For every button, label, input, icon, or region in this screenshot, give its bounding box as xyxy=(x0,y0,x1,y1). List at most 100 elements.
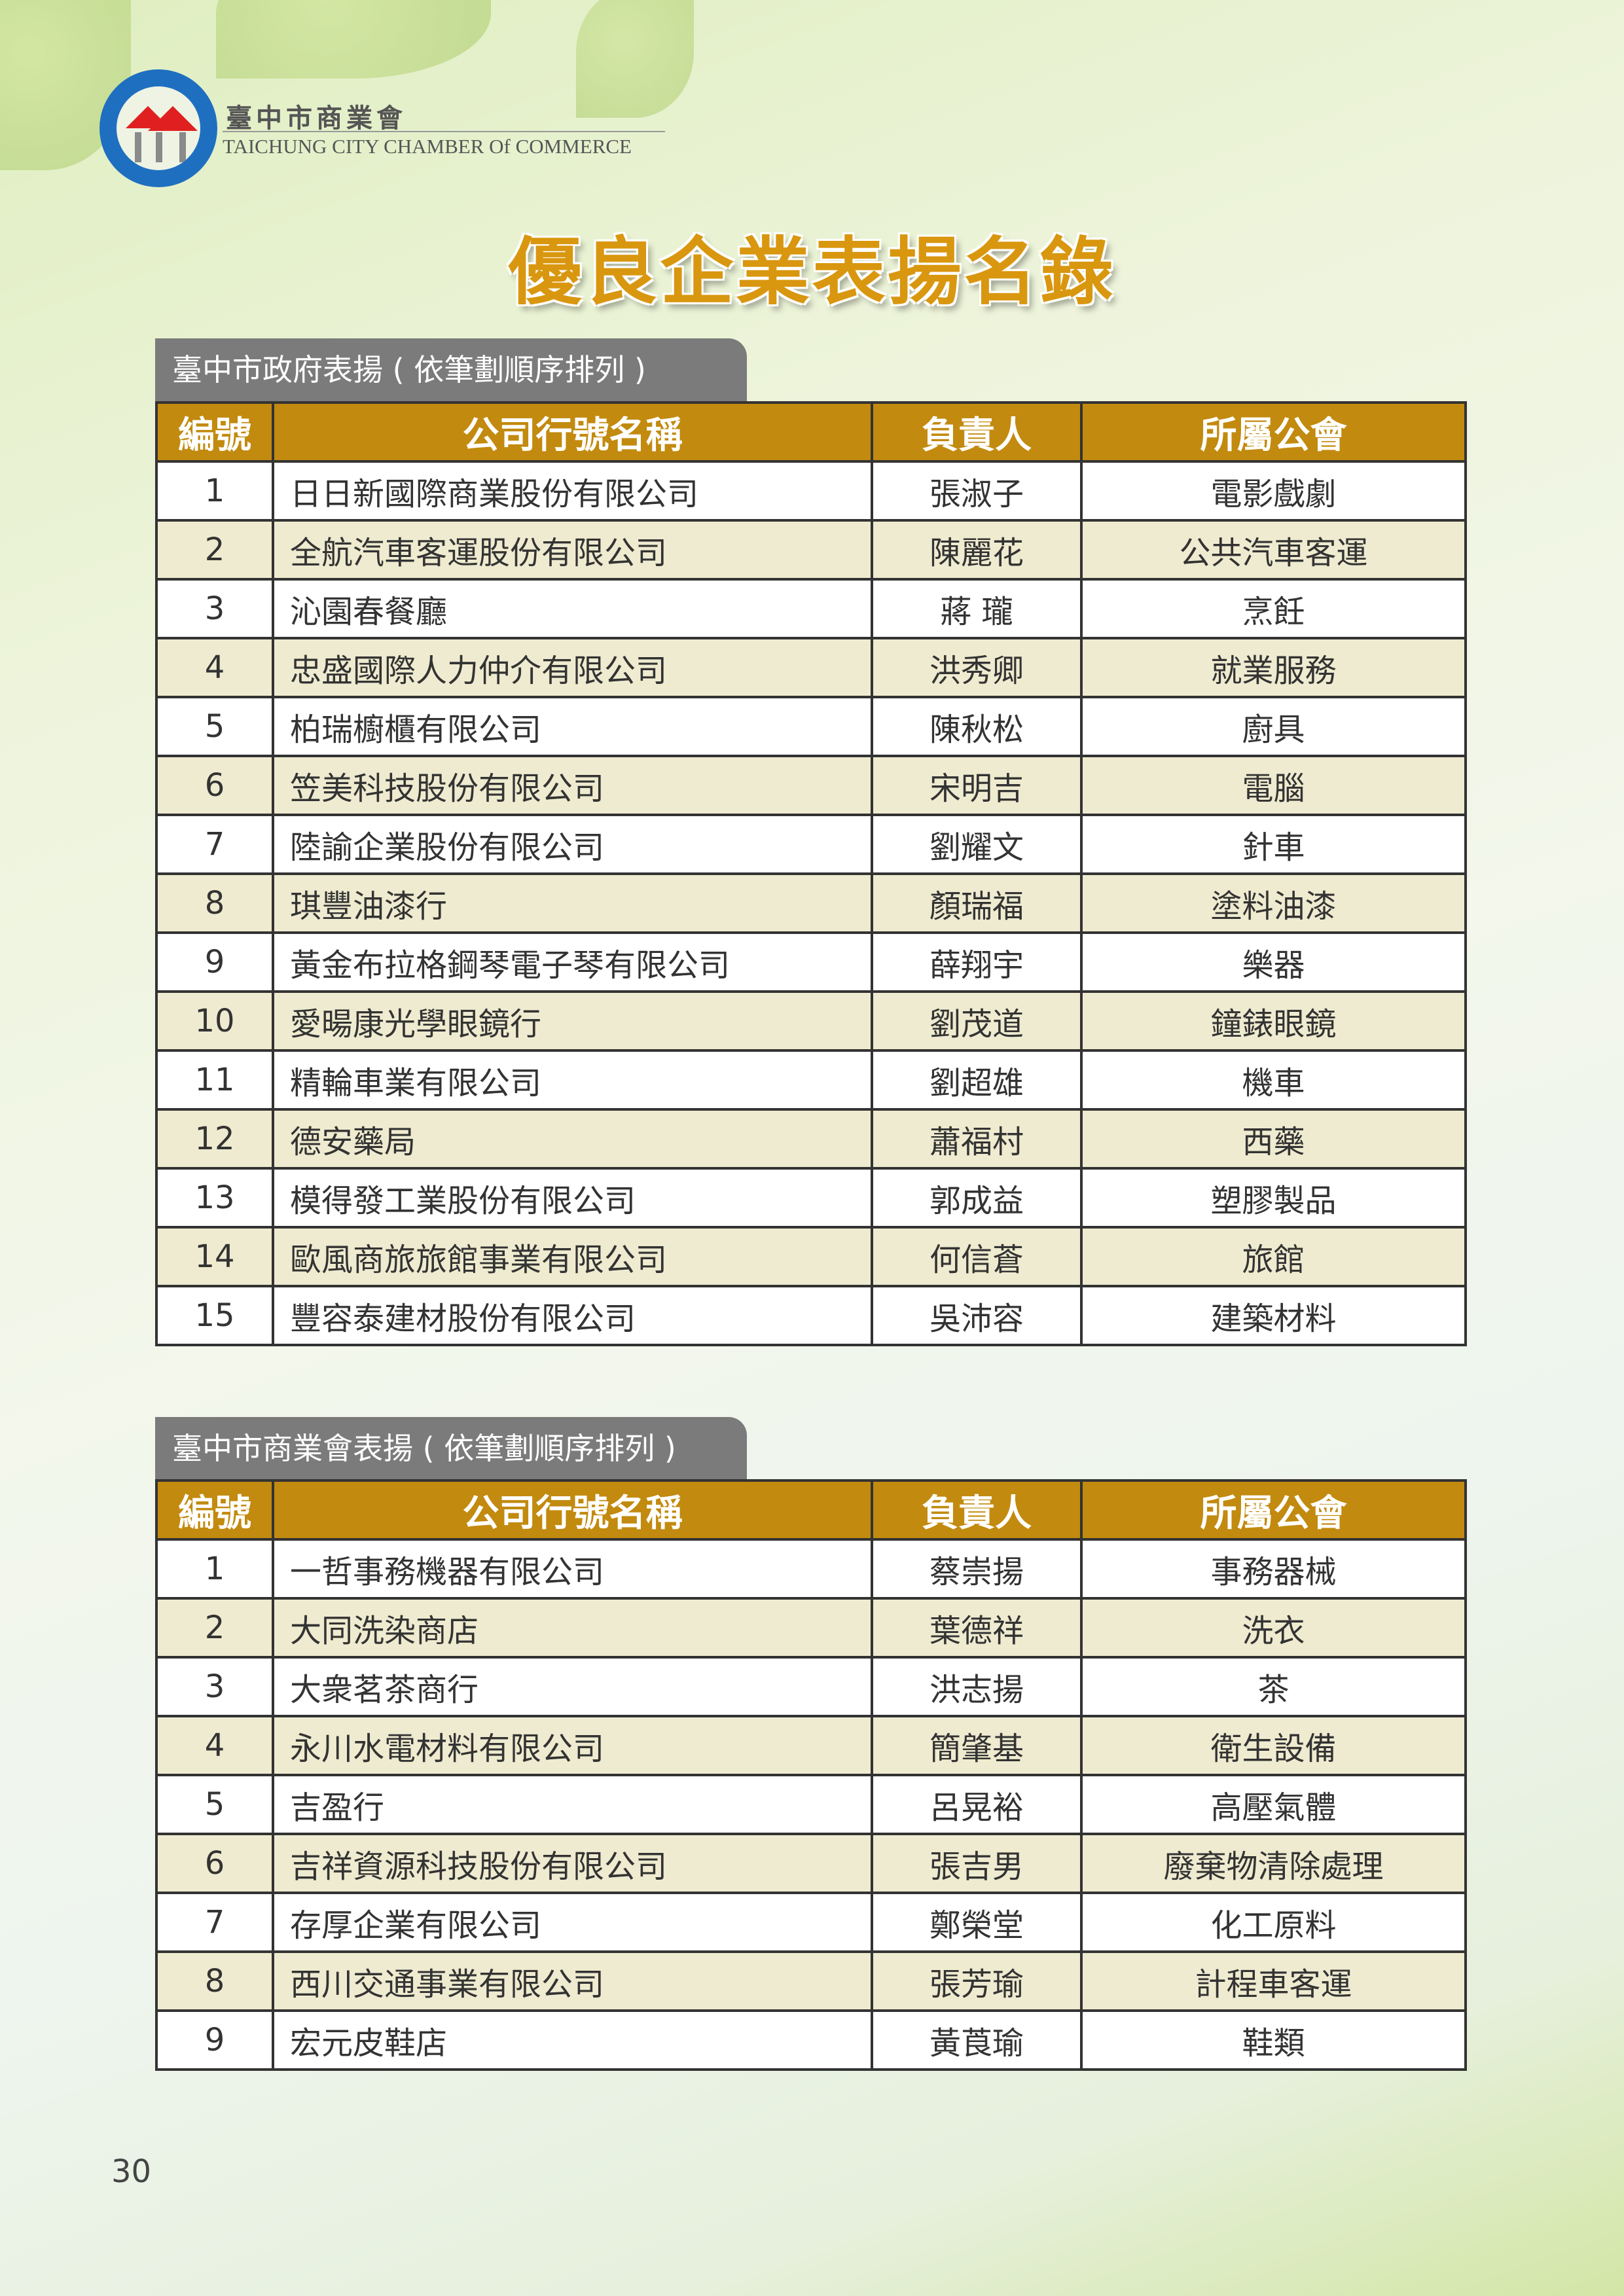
column-company-name-header: 公司行號名稱 xyxy=(272,1479,873,1541)
table-row: 12 德安藥局 蕭福村 西藥 xyxy=(155,1108,1467,1170)
table-row: 7 存厚企業有限公司 鄭榮堂 化工原料 xyxy=(155,1892,1467,1953)
column-number-cell: 12 xyxy=(155,1108,274,1170)
column-number-cell: 14 xyxy=(155,1226,274,1287)
column-number-header: 編號 xyxy=(155,401,274,463)
table-row: 8 琪豐油漆行 顏瑞福 塗料油漆 xyxy=(155,872,1467,934)
column-owner-cell: 呂晃裕 xyxy=(871,1774,1083,1835)
column-company-name-cell: 豐容泰建材股份有限公司 xyxy=(272,1285,873,1346)
column-guild-cell: 樂器 xyxy=(1080,931,1467,993)
column-owner-cell: 張芳瑜 xyxy=(871,1950,1083,2012)
column-guild-cell: 機車 xyxy=(1080,1049,1467,1111)
awards-table-government: 編號 公司行號名稱 負責人 所屬公會 1 日日新國際商業股份有限公司 張淑子 電影戲劇 2 全航汽… xyxy=(155,401,1467,1346)
column-owner-cell: 劉茂道 xyxy=(871,990,1083,1052)
column-number-cell: 9 xyxy=(155,2009,274,2071)
column-number-cell: 3 xyxy=(155,578,274,639)
org-name-cn: 臺中市商業會 xyxy=(226,103,406,134)
column-number-cell: 8 xyxy=(155,872,274,934)
table-row: 8 西川交通事業有限公司 張芳瑜 計程車客運 xyxy=(155,1950,1467,2012)
table-header-row: 編號 公司行號名稱 負責人 所屬公會 xyxy=(155,401,1467,463)
column-owner-cell: 黃莨瑜 xyxy=(871,2009,1083,2071)
column-owner-cell: 陳秋松 xyxy=(871,696,1083,757)
column-guild-cell: 茶 xyxy=(1080,1656,1467,1717)
column-company-name-cell: 笠美科技股份有限公司 xyxy=(272,755,873,816)
column-owner-header: 負責人 xyxy=(871,1479,1083,1541)
table-header-row: 編號 公司行號名稱 負責人 所屬公會 xyxy=(155,1479,1467,1541)
table-row: 2 全航汽車客運股份有限公司 陳麗花 公共汽車客運 xyxy=(155,519,1467,581)
column-number-cell: 5 xyxy=(155,696,274,757)
column-company-name-cell: 黃金布拉格鋼琴電子琴有限公司 xyxy=(272,931,873,993)
org-name-en: TAICHUNG CITY CHAMBER Of COMMERCE xyxy=(223,135,632,158)
column-company-name-cell: 愛暘康光學眼鏡行 xyxy=(272,990,873,1052)
column-guild-cell: 化工原料 xyxy=(1080,1892,1467,1953)
column-number-cell: 4 xyxy=(155,1715,274,1776)
leaf-decoration xyxy=(576,0,694,118)
column-guild-cell: 電影戲劇 xyxy=(1080,460,1467,522)
column-owner-cell: 洪志揚 xyxy=(871,1656,1083,1717)
table-row: 1 日日新國際商業股份有限公司 張淑子 電影戲劇 xyxy=(155,460,1467,522)
table-row: 6 吉祥資源科技股份有限公司 張吉男 廢棄物清除處理 xyxy=(155,1833,1467,1894)
section-tab-government: 臺中市政府表揚 ( 依筆劃順序排列 ) xyxy=(155,338,747,401)
column-owner-cell: 蔡崇揚 xyxy=(871,1538,1083,1600)
column-company-name-cell: 永川水電材料有限公司 xyxy=(272,1715,873,1776)
column-guild-cell: 計程車客運 xyxy=(1080,1950,1467,2012)
page-title: 優良企業表揚名錄 xyxy=(508,230,1116,315)
column-company-name-cell: 歐風商旅旅館事業有限公司 xyxy=(272,1226,873,1287)
column-guild-cell: 鐘錶眼鏡 xyxy=(1080,990,1467,1052)
column-guild-header: 所屬公會 xyxy=(1080,401,1467,463)
column-company-name-cell: 陸諭企業股份有限公司 xyxy=(272,814,873,875)
column-company-name-cell: 忠盛國際人力仲介有限公司 xyxy=(272,637,873,698)
column-guild-cell: 高壓氣體 xyxy=(1080,1774,1467,1835)
divider xyxy=(223,131,665,132)
column-number-cell: 8 xyxy=(155,1950,274,2012)
column-guild-cell: 針車 xyxy=(1080,814,1467,875)
leaf-decoration xyxy=(216,0,491,79)
table-row: 10 愛暘康光學眼鏡行 劉茂道 鐘錶眼鏡 xyxy=(155,990,1467,1052)
table-row: 11 精輪車業有限公司 劉超雄 機車 xyxy=(155,1049,1467,1111)
column-guild-cell: 廚具 xyxy=(1080,696,1467,757)
column-company-name-cell: 全航汽車客運股份有限公司 xyxy=(272,519,873,581)
column-company-name-cell: 一哲事務機器有限公司 xyxy=(272,1538,873,1600)
page-number: 30 xyxy=(111,2153,152,2190)
column-company-name-cell: 大衆茗茶商行 xyxy=(272,1656,873,1717)
column-company-name-header: 公司行號名稱 xyxy=(272,401,873,463)
column-number-cell: 1 xyxy=(155,460,274,522)
column-company-name-cell: 沁園春餐廳 xyxy=(272,578,873,639)
column-number-cell: 2 xyxy=(155,1597,274,1659)
awards-table-chamber: 編號 公司行號名稱 負責人 所屬公會 1 一哲事務機器有限公司 蔡崇揚 事務器械 2 大同洗染商店… xyxy=(155,1479,1467,2071)
column-number-cell: 9 xyxy=(155,931,274,993)
column-guild-cell: 廢棄物清除處理 xyxy=(1080,1833,1467,1894)
column-owner-header: 負責人 xyxy=(871,401,1083,463)
column-number-cell: 1 xyxy=(155,1538,274,1600)
column-owner-cell: 宋明吉 xyxy=(871,755,1083,816)
column-owner-cell: 葉德祥 xyxy=(871,1597,1083,1659)
table-row: 3 大衆茗茶商行 洪志揚茶 xyxy=(155,1656,1467,1717)
table-row: 6 笠美科技股份有限公司 宋明吉 電腦 xyxy=(155,755,1467,816)
column-company-name-cell: 德安藥局 xyxy=(272,1108,873,1170)
table-row: 5 吉盈行 呂晃裕 高壓氣體 xyxy=(155,1774,1467,1835)
column-owner-cell: 蔣 瓏 xyxy=(871,578,1083,639)
column-guild-cell: 塑膠製品 xyxy=(1080,1167,1467,1229)
column-owner-cell: 何信蒼 xyxy=(871,1226,1083,1287)
column-number-cell: 15 xyxy=(155,1285,274,1346)
column-owner-cell: 郭成益 xyxy=(871,1167,1083,1229)
column-guild-cell: 建築材料 xyxy=(1080,1285,1467,1346)
column-guild-cell: 洗衣 xyxy=(1080,1597,1467,1659)
column-owner-cell: 張淑子 xyxy=(871,460,1083,522)
table-row: 9 宏元皮鞋店 黃莨瑜 鞋類 xyxy=(155,2009,1467,2071)
column-owner-cell: 吳沛容 xyxy=(871,1285,1083,1346)
column-guild-cell: 鞋類 xyxy=(1080,2009,1467,2071)
column-company-name-cell: 存厚企業有限公司 xyxy=(272,1892,873,1953)
column-owner-cell: 劉耀文 xyxy=(871,814,1083,875)
column-guild-cell: 烹飪 xyxy=(1080,578,1467,639)
table-row: 7 陸諭企業股份有限公司 劉耀文 針車 xyxy=(155,814,1467,875)
table-row: 4 永川水電材料有限公司 簡肇基 衛生設備 xyxy=(155,1715,1467,1776)
table-row: 5 柏瑞櫥櫃有限公司 陳秋松 廚具 xyxy=(155,696,1467,757)
column-company-name-cell: 西川交通事業有限公司 xyxy=(272,1950,873,2012)
column-company-name-cell: 日日新國際商業股份有限公司 xyxy=(272,460,873,522)
table-row: 4 忠盛國際人力仲介有限公司 洪秀卿 就業服務 xyxy=(155,637,1467,698)
column-owner-cell: 簡肇基 xyxy=(871,1715,1083,1776)
column-number-cell: 11 xyxy=(155,1049,274,1111)
column-number-cell: 10 xyxy=(155,990,274,1052)
column-owner-cell: 陳麗花 xyxy=(871,519,1083,581)
table-row: 14 歐風商旅旅館事業有限公司 何信蒼 旅館 xyxy=(155,1226,1467,1287)
